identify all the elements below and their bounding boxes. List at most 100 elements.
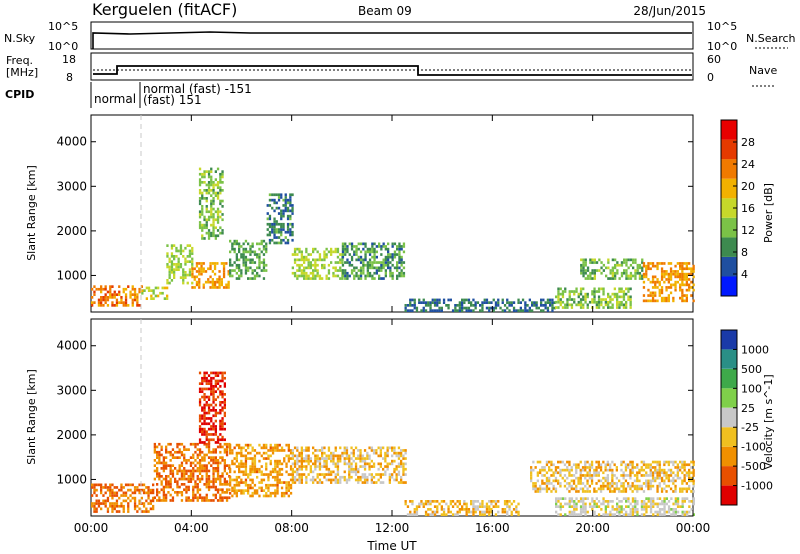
vel-cell — [483, 505, 486, 508]
header-site: Kerguelen (fitACF) — [92, 0, 237, 19]
vel-cell — [363, 481, 367, 484]
vel-cell — [265, 465, 268, 468]
vel-cell — [203, 406, 206, 410]
power-cell — [681, 278, 684, 281]
vel-cell — [262, 443, 266, 447]
power-cell — [586, 303, 589, 307]
power-cell — [616, 295, 619, 299]
vel-cell — [474, 508, 477, 511]
power-cell — [111, 304, 114, 307]
power-cell — [690, 286, 693, 289]
power-cell — [205, 191, 208, 195]
power-cell — [346, 271, 349, 275]
power-cell — [312, 250, 315, 254]
vel-cell — [223, 371, 226, 375]
power-cell — [557, 292, 560, 296]
vel-cell — [530, 471, 533, 475]
vel-cell — [688, 471, 691, 475]
vel-cell — [606, 460, 609, 464]
vel-cell — [192, 493, 195, 497]
vel-cell — [465, 508, 468, 511]
vel-cell — [456, 500, 459, 503]
power-cell — [341, 271, 345, 275]
vel-cell — [185, 459, 188, 462]
vel-cell — [260, 470, 263, 474]
power-cell — [212, 229, 215, 232]
power-ytick-label: 1000 — [56, 268, 87, 282]
vel-cell — [336, 454, 340, 458]
vel-cell — [656, 497, 659, 500]
vel-cell — [681, 479, 684, 483]
power-cell — [303, 269, 306, 272]
vel-cell — [627, 484, 630, 488]
vel-cell — [122, 510, 125, 513]
vel-cell — [153, 459, 156, 462]
power-cell — [256, 253, 259, 256]
vel-cell — [566, 476, 569, 480]
power-cell — [253, 277, 257, 280]
vel-cell — [314, 478, 317, 482]
vel-cell — [548, 468, 551, 472]
vel-cell — [216, 467, 220, 470]
power-cell — [604, 300, 607, 304]
vel-cell — [336, 470, 340, 474]
power-cell — [348, 253, 351, 256]
vel-cell — [672, 508, 675, 511]
power-cell — [240, 274, 243, 278]
power-cell — [602, 263, 605, 267]
vel-cell — [658, 466, 661, 469]
vel-cell — [508, 500, 511, 503]
vel-cell — [203, 414, 206, 418]
power-cell — [497, 301, 500, 304]
vel-cell — [303, 459, 306, 463]
vel-cell — [597, 500, 601, 503]
vel-cell — [600, 502, 603, 506]
vel-cell — [109, 504, 112, 508]
vel-colorbar-tick-label: 500 — [741, 363, 762, 376]
power-cell — [296, 277, 299, 280]
vel-cell — [158, 491, 161, 494]
power-cell — [271, 206, 274, 210]
power-cell — [203, 189, 206, 192]
vel-cell — [210, 409, 213, 412]
vel-cell — [265, 486, 268, 490]
power-cell — [251, 269, 254, 272]
vel-cell — [624, 466, 628, 469]
power-cell — [260, 269, 263, 272]
vel-cell — [667, 510, 671, 514]
power-cell — [271, 193, 274, 197]
vel-cell — [267, 449, 270, 452]
power-cell — [415, 309, 419, 312]
vel-cell — [201, 427, 204, 431]
vel-cell — [201, 475, 204, 478]
vel-cell — [674, 487, 677, 491]
vel-cell — [483, 513, 486, 516]
power-cell — [665, 278, 668, 281]
vel-cell — [643, 513, 646, 516]
vel-cell — [238, 467, 241, 471]
power-cell — [492, 298, 495, 302]
power-cell — [573, 290, 576, 293]
vel-cell — [185, 499, 188, 502]
vel-cell — [409, 500, 412, 503]
power-cell — [102, 287, 105, 291]
vel-cell — [334, 478, 337, 482]
power-cell — [384, 269, 387, 272]
vel-cell — [309, 467, 312, 471]
power-cell — [636, 266, 639, 270]
power-cell — [222, 286, 226, 289]
vel-cell — [622, 474, 625, 477]
power-cell — [207, 218, 211, 222]
power-cell — [207, 175, 211, 179]
vel-cell — [647, 479, 650, 483]
power-cell — [205, 197, 208, 200]
power-cell — [616, 298, 619, 301]
power-cell — [593, 295, 596, 299]
power-cell — [191, 263, 194, 266]
power-cell — [625, 306, 628, 309]
vel-cell — [581, 482, 585, 485]
vel-cell — [634, 508, 637, 511]
power-cell — [275, 222, 278, 226]
vel-cell — [201, 464, 204, 467]
power-cell — [321, 277, 324, 280]
